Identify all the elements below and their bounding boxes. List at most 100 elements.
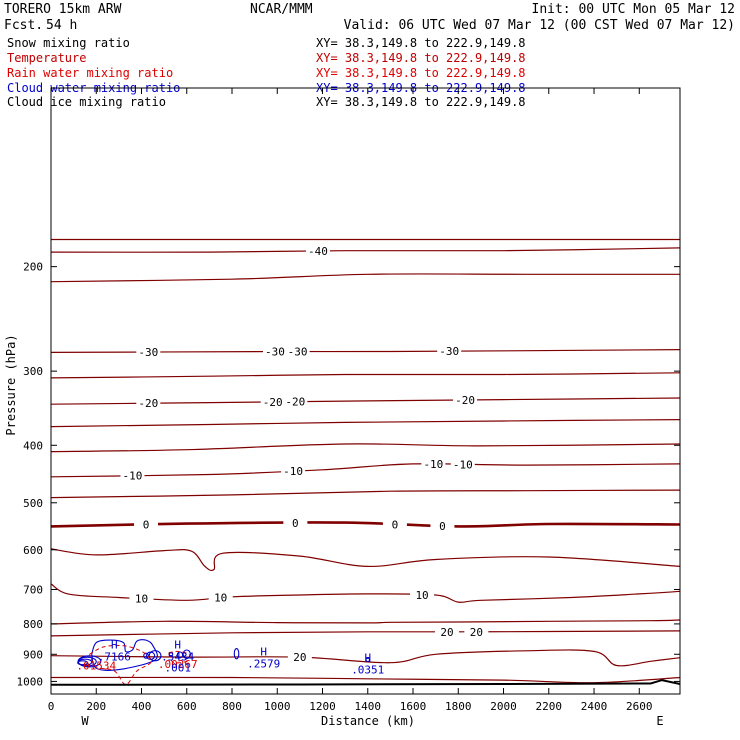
isotherm-label-bg [208,591,233,603]
isotherm-label-bg [453,393,478,405]
x-tick-label: 1000 [264,700,291,713]
y-tick-label: 500 [23,497,43,510]
isotherm-line [50,463,681,478]
isotherm-label-bg [136,346,161,358]
isotherm-label: 0 [292,517,299,530]
valid-time: Valid: 06 UTC Wed 07 Mar 12 (00 CST Wed … [344,18,735,33]
isotherm-label-bg [136,397,161,409]
isotherm-label: -20 [285,396,305,409]
isotherm-label-bg [382,518,407,530]
cloud-water-max-marker: H [260,646,267,659]
y-axis-title: Pressure (hPa) [4,334,18,435]
field-label-rain: Rain water mixing ratio [7,66,173,80]
cloud-water-max-value: .0351 [351,663,384,676]
isotherm-label-bg [129,592,154,604]
isotherm-label: -30 [265,346,285,359]
isotherm-label-bg [281,465,306,477]
isotherm-label: -20 [455,394,475,407]
isotherm-label: -30 [288,346,308,359]
isotherm-label-bg [260,395,285,407]
x-tick-label: 2600 [626,700,653,713]
isotherm-label: -20 [263,396,283,409]
cloud-water-contour [77,655,102,668]
field-label-temperature: Temperature [7,51,86,65]
x-tick-label: 2200 [536,700,563,713]
cloud-water-contour [143,652,149,659]
isotherm-label: -40 [308,245,328,258]
rain-water-value: .01534 [76,660,116,673]
cloud-water-contour [148,650,162,662]
isotherm-label: 10 [214,592,227,605]
field-legend: Snow mixing ratio Temperature Rain water… [7,36,526,109]
x-tick-label: 0 [48,700,55,713]
cloud-water-max-value: .5434 [161,650,194,663]
isotherm-label-bg [464,625,489,637]
isotherm-line [50,489,681,499]
isotherm-label: 20 [293,651,306,664]
x-tick-label: 400 [132,700,152,713]
isotherm-label-bg [430,519,455,531]
cloud-water-contour [365,657,371,663]
isotherm-line [50,619,681,625]
isotherm-line [50,583,681,603]
cloud-water-max-marker: H [364,651,371,664]
rain-water-contour [89,644,152,686]
plot-area: -40-30 -30 -30 -30-20 -20 -20 -20-10 -10-10 -100… [50,238,681,686]
rain-water-value: .001 [164,661,191,674]
isotherm-label: 0 [143,518,150,531]
y-tick-label: 900 [23,648,43,661]
isotherm-label: 10 [135,592,148,605]
isotherm-label: 0 [439,520,446,533]
isotherm-label: -20 [138,397,158,410]
cloud-water-max-marker: H [111,638,118,651]
y-tick-label: 300 [23,365,43,378]
isotherm-label-bg [120,469,145,481]
x-tick-label: 1400 [355,700,382,713]
model-title: TORERO 15km ARW [4,2,122,17]
terrain-line [50,679,681,686]
y-tick-label: 200 [23,261,43,274]
cloud-water-contour [182,649,191,660]
isotherm-line [50,372,681,379]
isotherm-label: 20 [440,626,453,639]
cloud-water-max-value: .2579 [247,658,280,671]
x-tick-label: 200 [86,700,106,713]
center-title: NCAR/MMM [250,2,313,17]
field-label-snow: Snow mixing ratio [7,36,130,50]
isotherm-label: 0 [392,518,399,531]
isotherm-label: -10 [453,458,473,471]
isotherm-label-bg [285,345,310,357]
isotherm-label: 10 [415,589,428,602]
isotherm-label: -10 [123,470,143,483]
cloud-water-max-marker: H [174,638,181,651]
y-tick-label: 700 [23,584,43,597]
x-tick-label: 2400 [581,700,608,713]
isotherm-line [50,649,681,667]
isotherm-label-bg [450,458,475,470]
isotherm-label: -10 [283,465,303,478]
x-tick-label: 600 [177,700,197,713]
fcst-value: 54 h [46,18,77,33]
field-xy-rain: XY= 38.3,149.8 to 222.9,149.8 [316,66,526,80]
cloud-water-contour [233,648,240,660]
cloud-water-contour [91,639,158,671]
field-xy-snow: XY= 38.3,149.8 to 222.9,149.8 [316,36,526,50]
rain-water-contour [168,650,191,664]
y-tick-label: 600 [23,544,43,557]
init-time: Init: 00 UTC Mon 05 Mar 12 [532,2,736,17]
field-xy-cloud-ice: XY= 38.3,149.8 to 222.9,149.8 [316,95,526,109]
east-label: E [656,714,663,728]
plot-frame [50,87,681,695]
isotherm-line [50,548,681,572]
isotherm-label-bg [410,588,435,600]
isotherm-line [50,247,681,253]
fcst-label: Fcst. [4,18,43,33]
x-tick-label: 1800 [445,700,472,713]
isotherm-line [50,419,681,428]
x-tick-label: 1200 [309,700,336,713]
isotherm-label: -30 [138,346,158,359]
isotherm-line [50,676,681,684]
isotherm-label-bg [305,244,330,256]
y-tick-label: 400 [23,439,43,452]
